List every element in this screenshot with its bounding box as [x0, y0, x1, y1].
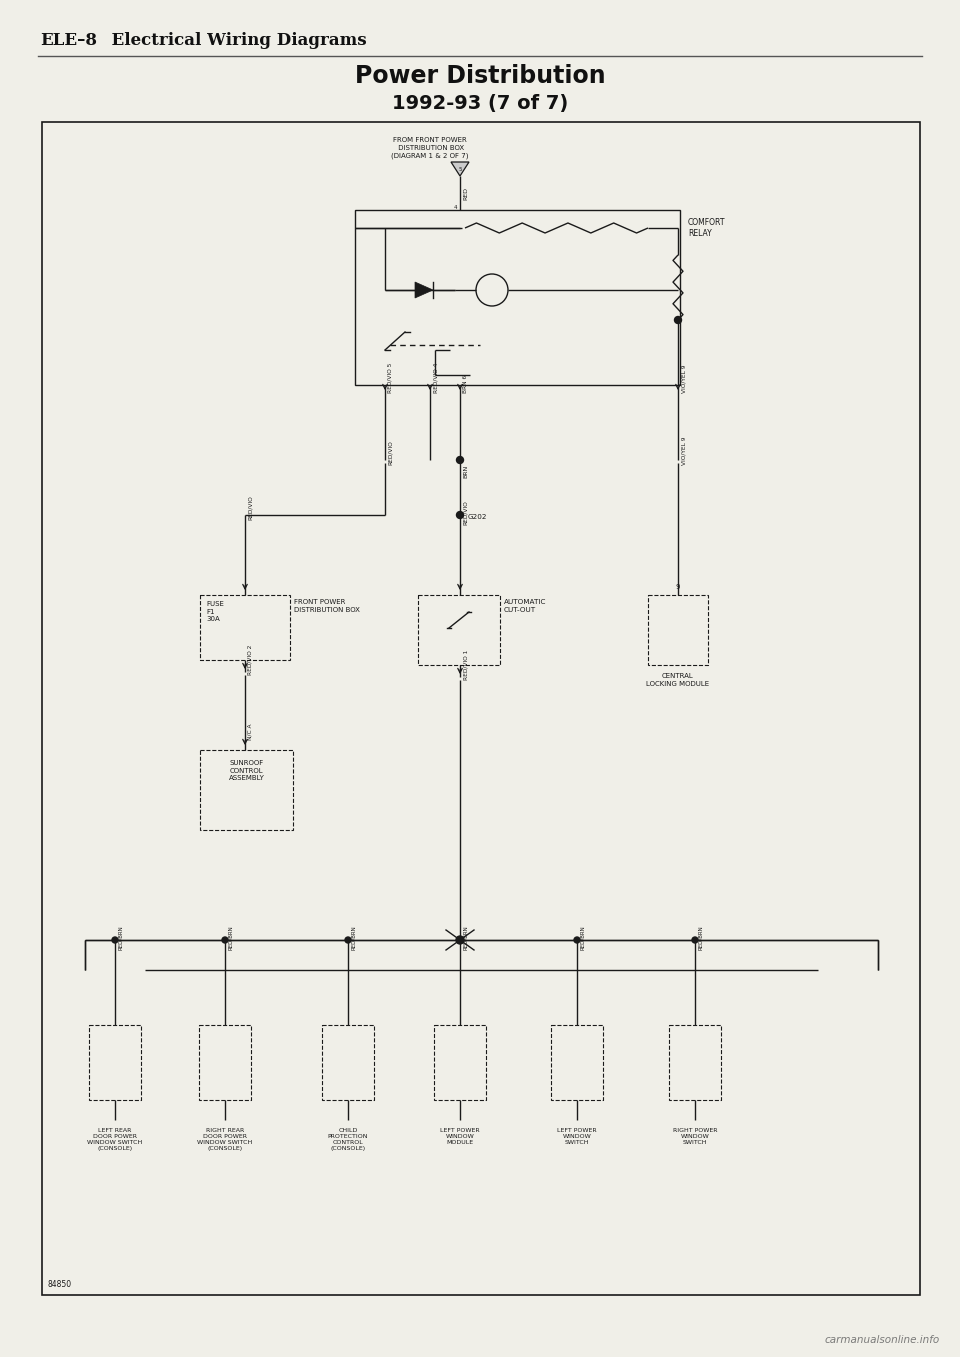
- Text: RIGHT POWER
WINDOW
SWITCH: RIGHT POWER WINDOW SWITCH: [673, 1128, 717, 1145]
- Text: RIGHT REAR
DOOR POWER
WINDOW SWITCH
(CONSOLE): RIGHT REAR DOOR POWER WINDOW SWITCH (CON…: [198, 1128, 252, 1151]
- Text: AUTOMATIC
CUT-OUT: AUTOMATIC CUT-OUT: [504, 598, 546, 612]
- Text: RED/VIO 5: RED/VIO 5: [388, 362, 393, 394]
- Polygon shape: [415, 282, 433, 299]
- Circle shape: [675, 316, 682, 323]
- Circle shape: [112, 936, 118, 943]
- Bar: [355, 210, 680, 385]
- Bar: [200, 594, 290, 660]
- Text: RED/BRN: RED/BRN: [228, 925, 233, 950]
- Bar: [89, 1025, 141, 1101]
- Text: 5: 5: [458, 167, 462, 171]
- Text: CENTRAL
LOCKING MODULE: CENTRAL LOCKING MODULE: [646, 673, 709, 687]
- Polygon shape: [451, 161, 469, 176]
- Text: RED: RED: [463, 186, 468, 199]
- Text: 9: 9: [676, 584, 681, 590]
- Text: CHILD
PROTECTION
CONTROL
(CONSOLE): CHILD PROTECTION CONTROL (CONSOLE): [327, 1128, 369, 1151]
- Circle shape: [456, 936, 464, 944]
- Text: RED/VIO 1: RED/VIO 1: [463, 650, 468, 680]
- Text: ELE–8: ELE–8: [40, 31, 97, 49]
- Text: FROM FRONT POWER
 DISTRIBUTION BOX
(DIAGRAM 1 & 2 OF 7): FROM FRONT POWER DISTRIBUTION BOX (DIAGR…: [392, 137, 468, 159]
- Text: FRONT POWER
DISTRIBUTION BOX: FRONT POWER DISTRIBUTION BOX: [294, 598, 360, 612]
- Bar: [669, 1025, 721, 1101]
- Bar: [551, 1025, 603, 1101]
- Bar: [434, 1025, 486, 1101]
- Circle shape: [457, 936, 463, 943]
- Circle shape: [345, 936, 351, 943]
- Circle shape: [457, 456, 464, 464]
- Text: RED/BRN: RED/BRN: [118, 925, 123, 950]
- Text: 84850: 84850: [47, 1280, 71, 1289]
- Text: RED/VIO: RED/VIO: [248, 495, 253, 520]
- Bar: [418, 594, 500, 665]
- Text: SUNROOF
CONTROL
ASSEMBLY: SUNROOF CONTROL ASSEMBLY: [228, 760, 264, 782]
- Text: FUSE
F1
30A: FUSE F1 30A: [206, 601, 224, 622]
- Text: RED/VIO: RED/VIO: [463, 501, 468, 525]
- Circle shape: [692, 936, 698, 943]
- Text: RED/BRN: RED/BRN: [580, 925, 585, 950]
- Text: LEFT POWER
WINDOW
SWITCH: LEFT POWER WINDOW SWITCH: [557, 1128, 597, 1145]
- Text: 1992-93 (7 of 7): 1992-93 (7 of 7): [392, 94, 568, 113]
- Text: VIO/YEL 9: VIO/YEL 9: [681, 437, 686, 465]
- Text: VIO/YEL 9: VIO/YEL 9: [681, 365, 686, 394]
- Text: 4: 4: [453, 205, 457, 209]
- Bar: [322, 1025, 374, 1101]
- Text: COMFORT
RELAY: COMFORT RELAY: [688, 218, 726, 239]
- Bar: [199, 1025, 251, 1101]
- Circle shape: [222, 936, 228, 943]
- Text: LEFT POWER
WINDOW
MODULE: LEFT POWER WINDOW MODULE: [441, 1128, 480, 1145]
- Text: Power Distribution: Power Distribution: [354, 64, 606, 88]
- Circle shape: [457, 512, 464, 518]
- Text: RED/BRN: RED/BRN: [351, 925, 356, 950]
- Bar: [200, 750, 293, 830]
- Text: G202: G202: [468, 514, 488, 520]
- Text: RED/VIO 2: RED/VIO 2: [248, 645, 253, 674]
- Text: carmanualsonline.info: carmanualsonline.info: [825, 1335, 940, 1345]
- Circle shape: [574, 936, 580, 943]
- Text: RED/VIO 4: RED/VIO 4: [433, 362, 438, 394]
- Text: RED/VIO: RED/VIO: [388, 440, 393, 465]
- Text: N/C A: N/C A: [248, 723, 253, 740]
- Bar: [42, 122, 920, 1295]
- Text: RED/BRN: RED/BRN: [463, 925, 468, 950]
- Text: Electrical Wiring Diagrams: Electrical Wiring Diagrams: [100, 31, 367, 49]
- Text: LEFT REAR
DOOR POWER
WINDOW SWITCH
(CONSOLE): LEFT REAR DOOR POWER WINDOW SWITCH (CONS…: [87, 1128, 143, 1151]
- Text: BRN: BRN: [463, 465, 468, 478]
- Text: RED/BRN: RED/BRN: [698, 925, 703, 950]
- Bar: [648, 594, 708, 665]
- Text: BRN 6: BRN 6: [463, 375, 468, 394]
